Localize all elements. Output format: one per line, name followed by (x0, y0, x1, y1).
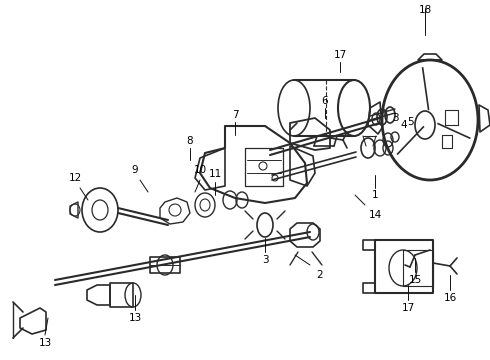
Text: 14: 14 (368, 210, 382, 220)
Text: 6: 6 (322, 96, 328, 106)
Text: 11: 11 (208, 169, 221, 179)
Text: 9: 9 (132, 165, 138, 175)
Text: 13: 13 (38, 338, 51, 348)
Text: 13: 13 (128, 313, 142, 323)
Text: 18: 18 (418, 5, 432, 15)
Text: 17: 17 (401, 303, 415, 313)
Text: 7: 7 (232, 110, 238, 120)
Text: 3: 3 (262, 255, 269, 265)
Text: 15: 15 (408, 275, 421, 285)
Text: 16: 16 (443, 293, 457, 303)
Text: 17: 17 (333, 50, 346, 60)
Text: 5: 5 (407, 117, 413, 127)
Text: 3: 3 (392, 113, 398, 123)
Text: 2: 2 (317, 270, 323, 280)
Text: 4: 4 (401, 120, 407, 130)
Text: 8: 8 (187, 136, 194, 146)
Text: 10: 10 (194, 165, 207, 175)
Text: 12: 12 (69, 173, 82, 183)
Text: 1: 1 (372, 190, 378, 200)
